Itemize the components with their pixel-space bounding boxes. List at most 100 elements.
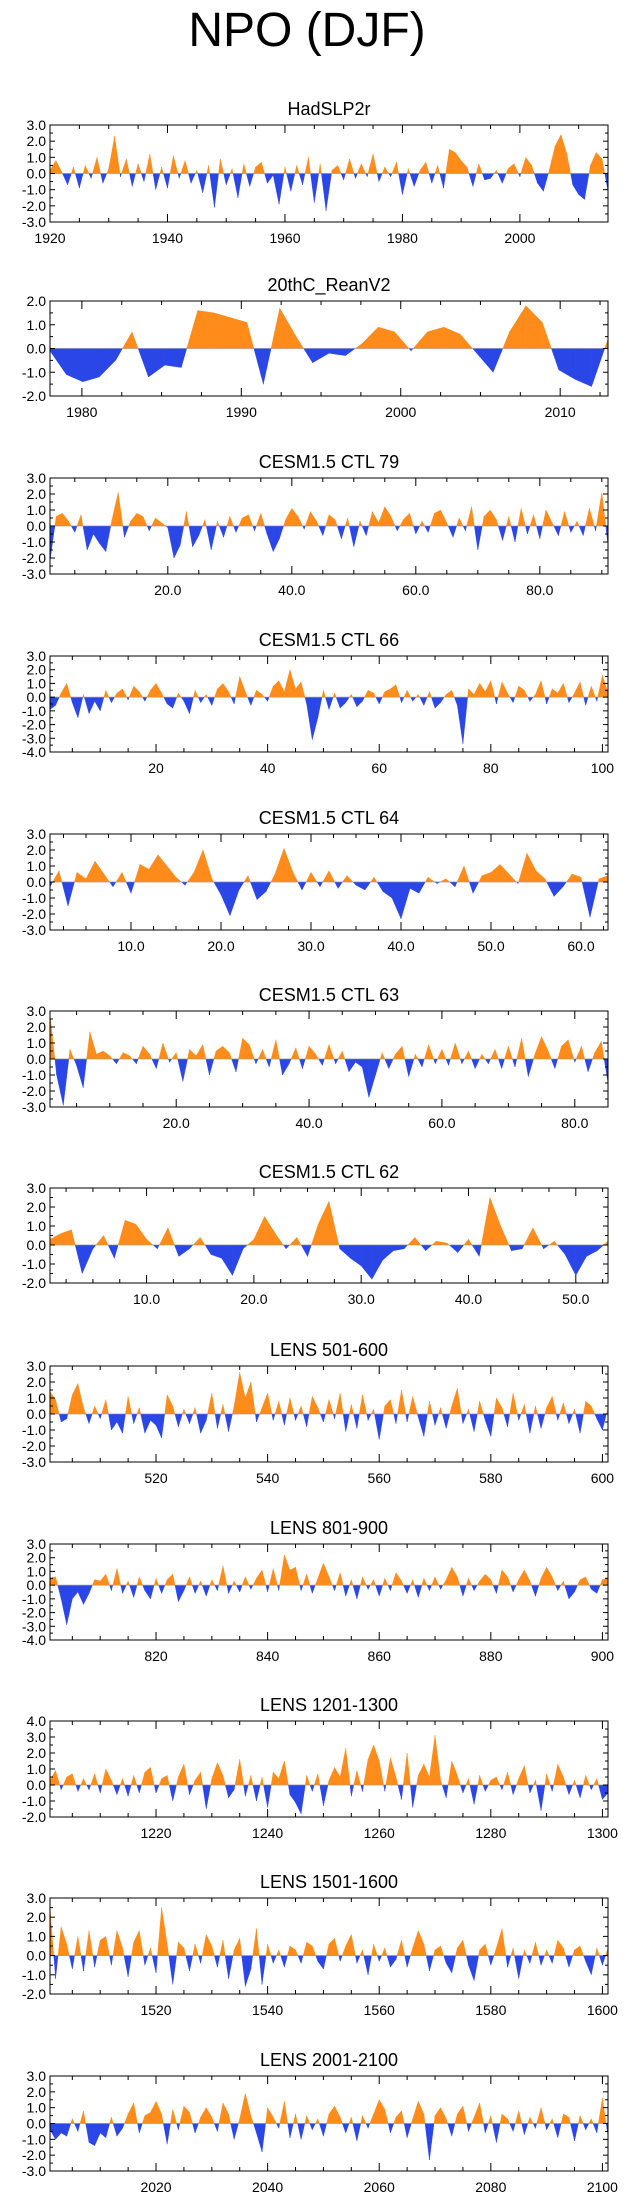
negative-area-segment — [485, 2123, 489, 2134]
positive-area-segment — [591, 1405, 596, 1415]
positive-area-segment — [204, 519, 207, 527]
y-tick-label: 0.0 — [27, 689, 47, 705]
positive-area-segment — [490, 680, 496, 698]
positive-area-segment — [139, 864, 150, 883]
negative-area-segment — [549, 1784, 553, 1792]
negative-area-segment — [179, 173, 182, 179]
positive-area-segment — [490, 509, 497, 527]
positive-area-segment — [476, 1580, 480, 1586]
negative-area-segment — [557, 1584, 562, 1592]
y-tick-label: 1.0 — [27, 2100, 47, 2116]
negative-area-segment — [512, 1784, 517, 1795]
positive-area-segment — [173, 155, 179, 174]
positive-area-segment — [133, 1930, 140, 1956]
positive-area-segment — [186, 871, 195, 883]
positive-area-segment — [274, 848, 285, 883]
negative-area-segment — [112, 1058, 117, 1065]
positive-area-segment — [150, 2101, 157, 2124]
positive-area-segment — [535, 1942, 539, 1956]
positive-area-segment — [166, 1944, 169, 1956]
positive-area-segment — [489, 1197, 501, 1246]
positive-area-segment — [70, 2118, 73, 2124]
negative-area-segment — [564, 1584, 570, 1599]
negative-area-segment — [86, 1784, 90, 1790]
positive-area-segment — [304, 2115, 307, 2124]
negative-area-segment — [202, 173, 208, 193]
negative-area-segment — [568, 1584, 575, 1600]
positive-area-segment — [423, 1764, 430, 1786]
positive-area-segment — [185, 1576, 190, 1586]
negative-area-segment — [350, 1244, 362, 1267]
positive-area-segment — [337, 165, 342, 174]
positive-area-segment — [373, 692, 377, 698]
negative-area-segment — [356, 1584, 361, 1599]
negative-area-segment — [111, 1955, 114, 1966]
negative-area-segment — [67, 881, 75, 907]
negative-area-segment — [352, 696, 358, 707]
negative-area-segment — [575, 1244, 587, 1277]
y-tick-label: -1.0 — [22, 1967, 46, 1983]
positive-area-segment — [274, 1401, 279, 1415]
negative-area-segment — [290, 173, 296, 192]
negative-area-segment — [509, 696, 514, 704]
positive-area-segment — [499, 863, 510, 883]
negative-area-segment — [57, 1584, 62, 1599]
positive-area-segment — [80, 1778, 84, 1786]
positive-area-segment — [515, 2110, 519, 2124]
positive-area-segment — [295, 1047, 300, 1060]
y-tick-label: -2.0 — [22, 1438, 46, 1454]
negative-area-segment — [180, 696, 185, 702]
positive-area-segment — [500, 1225, 510, 1246]
positive-area-segment — [560, 134, 568, 174]
positive-area-segment — [289, 1945, 296, 1956]
negative-area-segment — [553, 881, 564, 897]
positive-area-segment — [339, 1393, 344, 1415]
positive-area-segment — [250, 1775, 254, 1786]
negative-area-segment — [102, 173, 108, 184]
negative-area-segment — [152, 173, 156, 190]
positive-area-segment — [279, 2101, 285, 2124]
negative-area-segment — [173, 525, 181, 559]
positive-area-segment — [384, 688, 391, 698]
negative-area-segment — [527, 1784, 531, 1794]
positive-area-segment — [588, 2118, 592, 2124]
positive-area-segment — [206, 694, 208, 698]
negative-area-segment — [366, 173, 369, 177]
negative-area-segment — [501, 1784, 504, 1790]
negative-area-segment — [438, 1584, 441, 1590]
positive-area-segment — [66, 1773, 73, 1786]
positive-area-segment — [215, 1045, 223, 1060]
positive-area-segment — [395, 1045, 403, 1060]
negative-area-segment — [69, 1955, 73, 1970]
negative-area-segment — [505, 1955, 508, 1968]
positive-area-segment — [602, 675, 609, 698]
negative-area-segment — [178, 1244, 190, 1257]
positive-area-segment — [564, 511, 570, 527]
positive-area-segment — [256, 1928, 260, 1956]
positive-area-segment — [379, 1052, 383, 1060]
positive-area-segment — [222, 682, 229, 698]
negative-area-segment — [289, 1784, 296, 1804]
positive-area-segment — [342, 874, 348, 883]
positive-area-segment — [526, 853, 537, 883]
x-tick-label: 840 — [256, 1648, 280, 1664]
negative-area-segment — [238, 881, 245, 891]
positive-area-segment — [490, 1049, 496, 1060]
x-tick-label: 40.0 — [387, 938, 414, 954]
positive-area-segment — [501, 1407, 505, 1415]
negative-area-segment — [185, 1955, 190, 1972]
negative-area-segment — [352, 1584, 358, 1599]
negative-area-segment — [512, 1058, 516, 1068]
series-area — [49, 1014, 609, 1106]
negative-area-segment — [568, 1413, 573, 1424]
positive-area-segment — [161, 1907, 168, 1956]
negative-area-segment — [318, 525, 323, 536]
negative-area-segment — [228, 1955, 234, 1979]
y-tick-label: 2.0 — [27, 1745, 47, 1761]
positive-area-segment — [312, 1945, 317, 1956]
y-tick-label: -2.0 — [22, 1809, 46, 1825]
negative-area-segment — [182, 1058, 188, 1082]
positive-area-segment — [60, 1926, 67, 1956]
positive-area-segment — [548, 1240, 555, 1246]
negative-area-segment — [461, 1413, 464, 1424]
